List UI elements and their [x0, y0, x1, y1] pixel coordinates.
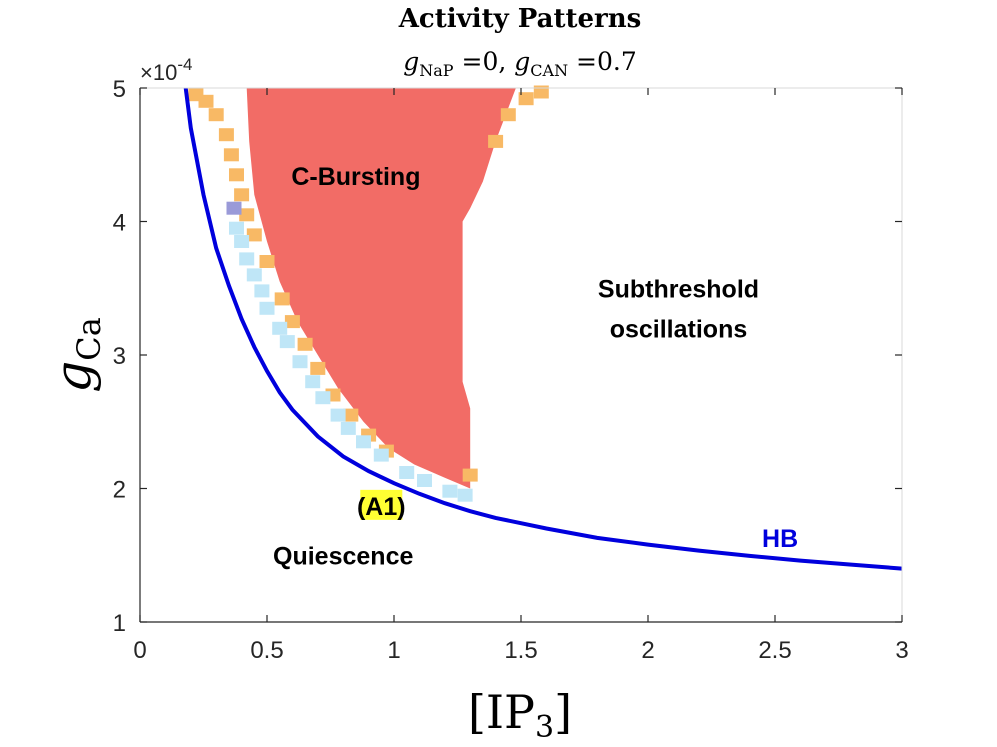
light-blue-cell [373, 448, 389, 462]
light-blue-cell [234, 235, 250, 248]
light-blue-cell [340, 421, 356, 435]
bursting-region [246, 88, 516, 489]
light-blue-cell [330, 408, 346, 422]
light-blue-cell [305, 375, 321, 389]
orange-cell [229, 168, 244, 182]
orange-cell [274, 292, 290, 306]
orange-cell [218, 128, 234, 142]
orange-cell [198, 94, 214, 108]
orange-cell [462, 468, 478, 482]
light-blue-cell [246, 268, 262, 282]
a1-highlight [360, 489, 403, 520]
orange-cell [246, 228, 262, 242]
annotation-subthreshold: Subthreshold [598, 275, 759, 303]
light-blue-cell [259, 301, 275, 315]
y-multiplier: ×10-4 [140, 55, 192, 85]
orange-cell [284, 315, 300, 329]
light-blue-cell [239, 252, 255, 266]
x-tick-label: 0.5 [250, 637, 283, 664]
purple-cell [226, 201, 242, 215]
orange-cell [223, 148, 239, 162]
light-blue-cell [442, 484, 458, 498]
orange-cell [239, 208, 255, 222]
y-tick-label: 2 [113, 477, 126, 504]
light-blue-cell [292, 355, 308, 369]
y-tick-label: 3 [113, 343, 126, 370]
light-blue-cell [399, 466, 415, 479]
light-blue-cell [417, 474, 432, 487]
light-blue-cell [254, 284, 270, 298]
orange-cell [500, 108, 516, 122]
annotation-hb: HB [762, 525, 798, 553]
x-tick-label: 3 [895, 637, 908, 664]
annotation-a1: (A1) [357, 493, 406, 521]
y-tick-label: 1 [113, 610, 126, 637]
light-blue-cell [279, 335, 295, 349]
orange-cell [208, 108, 224, 122]
light-blue-cell [315, 391, 331, 405]
annotation-oscillations: oscillations [610, 315, 748, 343]
chart-subtitle: gNaP =0, gCAN =0.7 [403, 47, 637, 80]
light-blue-cell [457, 488, 473, 502]
y-axis-label: gCa [44, 317, 108, 393]
chart-title: Activity Patterns [398, 4, 642, 34]
orange-cell [488, 134, 504, 148]
orange-cell [234, 188, 250, 202]
light-blue-cell [229, 221, 244, 235]
x-tick-label: 0 [133, 637, 146, 664]
y-tick-label: 4 [113, 210, 126, 237]
x-tick-label: 1 [387, 637, 400, 664]
orange-cell [297, 337, 313, 351]
x-tick-label: 2 [641, 637, 654, 664]
orange-cell [518, 92, 534, 106]
orange-cell [259, 255, 275, 268]
orange-cell [343, 408, 359, 422]
orange-cell [533, 85, 549, 99]
y-tick-label: 5 [113, 76, 126, 103]
x-axis-label: [IP3] [468, 685, 572, 745]
orange-cell [310, 361, 326, 375]
x-tick-label: 2.5 [758, 637, 791, 664]
hb-curve [183, 87, 903, 571]
light-blue-cell [272, 321, 288, 335]
annotation-c-bursting: C-Bursting [291, 163, 420, 191]
light-blue-cell [356, 435, 371, 449]
annotation-quiescence: Quiescence [273, 542, 413, 570]
x-tick-label: 1.5 [504, 637, 537, 664]
